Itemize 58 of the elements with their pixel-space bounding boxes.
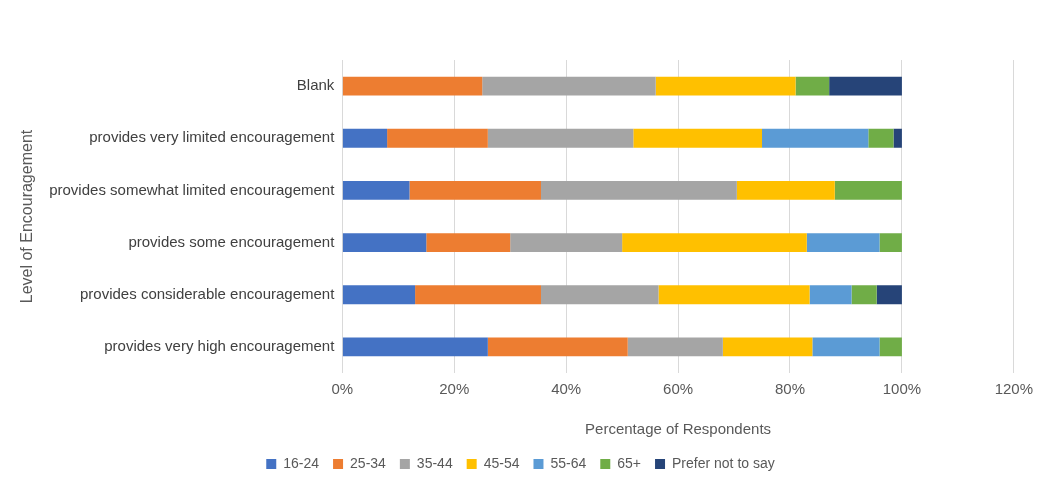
bar	[487, 337, 628, 357]
bar	[342, 337, 488, 357]
y-tick-label: Blank	[296, 76, 335, 94]
bar	[722, 337, 813, 357]
bar	[658, 285, 810, 305]
x-tick-label: 0%	[331, 380, 354, 398]
bar	[633, 128, 763, 148]
bar	[851, 285, 877, 305]
bar	[510, 233, 623, 252]
bar	[762, 128, 869, 148]
x-tick-label: 20%	[439, 380, 470, 398]
x-tick-label: 40%	[551, 380, 582, 398]
bar	[829, 76, 902, 96]
bar	[342, 181, 410, 200]
legend-label: 45-54	[483, 454, 520, 471]
bar	[387, 128, 488, 148]
bar	[342, 76, 483, 96]
bar	[540, 181, 737, 200]
bar	[879, 337, 902, 357]
x-axis-title: Percentage of Respondents	[585, 420, 772, 438]
legend-label: Prefer not to say	[672, 454, 775, 471]
bar	[809, 285, 852, 305]
x-tick-label: 60%	[663, 380, 694, 398]
legend-label: 16-24	[283, 454, 320, 471]
y-tick-label: provides some encouragement	[128, 232, 336, 250]
bar	[834, 181, 902, 200]
bar	[879, 233, 902, 252]
x-tick-label: 80%	[774, 380, 806, 398]
legend-label: 55-64	[550, 454, 587, 471]
x-tick-label: 120%	[994, 380, 1034, 398]
bar	[622, 233, 807, 252]
bar	[342, 285, 416, 305]
x-tick-label: 100%	[882, 380, 922, 398]
y-tick-label: provides very high encouragement	[104, 337, 336, 355]
bar	[893, 128, 902, 148]
legend-label: 35-44	[416, 454, 453, 471]
bar	[806, 233, 880, 252]
y-axis-title: Level of Encouragement	[18, 129, 36, 304]
bar	[868, 128, 894, 148]
y-tick-label: provides somewhat limited encouragement	[49, 180, 336, 198]
bar	[655, 76, 796, 96]
bar	[415, 285, 541, 305]
bar	[540, 285, 659, 305]
y-tick-label: provides very limited encouragement	[89, 128, 336, 146]
bar	[795, 76, 830, 96]
bar	[409, 181, 541, 200]
bar	[342, 128, 388, 148]
bar	[482, 76, 656, 96]
bar	[487, 128, 634, 148]
legend-label: 25-34	[350, 454, 387, 471]
bar	[627, 337, 723, 357]
bar	[342, 233, 427, 252]
y-tick-label: provides considerable encouragement	[80, 284, 336, 302]
bar	[812, 337, 880, 357]
legend-label: 65+	[617, 454, 642, 471]
bar	[426, 233, 511, 252]
bar	[736, 181, 835, 200]
bar	[876, 285, 902, 305]
